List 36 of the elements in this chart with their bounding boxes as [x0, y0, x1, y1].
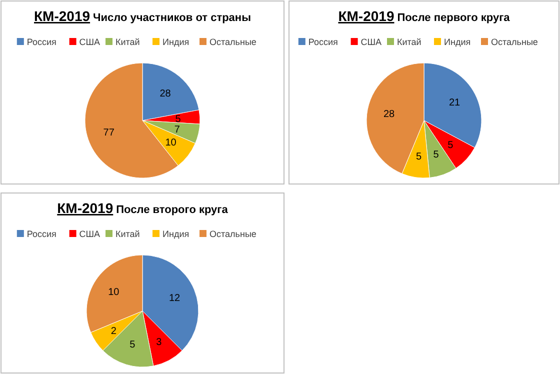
chart-title: КМ-2019 [338, 8, 394, 24]
chart-subtitle: После второго круга [116, 204, 229, 216]
legend-label: Индия [162, 37, 190, 47]
legend-label: Россия [308, 37, 338, 47]
legend-label: Остальные [491, 37, 538, 47]
data-label: 10 [108, 287, 120, 298]
legend-label: Россия [26, 229, 57, 239]
legend-label: Китай [116, 229, 140, 239]
chart-title: КМ-2019 [34, 8, 90, 24]
data-label: 5 [433, 150, 440, 161]
legend-label: Россия [26, 37, 57, 47]
data-label: 2 [110, 326, 117, 337]
legend-label: США [79, 37, 100, 47]
chart-subtitle: Число участников от страны [93, 12, 251, 24]
data-label: 28 [160, 88, 172, 100]
data-label: 28 [383, 109, 396, 120]
legend-label: США [79, 229, 100, 239]
legend-label: США [360, 37, 382, 47]
legend-label: Остальные [210, 229, 256, 239]
chart-subtitle: После первого круга [397, 12, 511, 24]
data-label: 5 [175, 114, 182, 125]
data-label: 12 [169, 293, 181, 304]
legend-label: Индия [444, 37, 471, 47]
data-label: 21 [449, 98, 461, 109]
legend-label: Китай [397, 37, 422, 47]
data-label: 10 [165, 138, 177, 149]
data-label: 5 [130, 340, 136, 351]
data-label: 5 [448, 140, 454, 151]
legend-label: Остальные [210, 37, 256, 47]
chart-title: КМ-2019 [57, 200, 114, 216]
data-label: 77 [103, 128, 115, 139]
legend-label: Китай [116, 37, 140, 47]
data-label: 3 [156, 337, 162, 348]
legend-label: Индия [162, 229, 190, 239]
data-label: 5 [416, 151, 422, 162]
data-label: 7 [174, 124, 180, 136]
